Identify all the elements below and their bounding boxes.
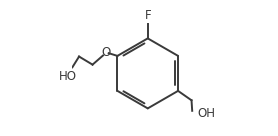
Text: OH: OH — [198, 107, 215, 120]
Text: HO: HO — [59, 70, 77, 83]
Text: O: O — [101, 46, 111, 59]
Text: F: F — [145, 9, 151, 22]
